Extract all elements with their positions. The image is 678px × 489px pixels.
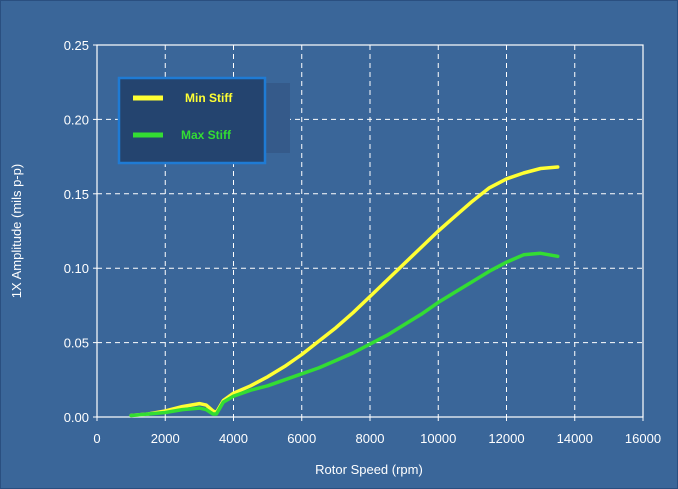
x-tick-label: 12000 [488,431,524,446]
x-tick-label: 6000 [287,431,316,446]
y-tick-label: 0.05 [64,336,89,351]
x-tick-label: 8000 [356,431,385,446]
x-tick-label: 2000 [151,431,180,446]
legend: Min Stiff Max Stiff [117,76,290,165]
x-tick-label: 0 [93,431,100,446]
tick-layer: 0 2000 4000 6000 8000 10000 12000 14000 16000 0.0… [64,38,661,446]
y-axis-title: 1X Amplitude (mils p-p) [9,164,24,298]
legend-label-min-stiff: Min Stiff [185,91,233,105]
y-tick-label: 0.20 [64,112,89,127]
y-tick-label: 0.10 [64,261,89,276]
y-tick-label: 0.15 [64,187,89,202]
series-layer [129,165,560,418]
y-tick-label: 0.00 [64,410,89,425]
x-tick-label: 16000 [625,431,661,446]
x-axis-title: Rotor Speed (rpm) [315,462,423,477]
series-line-min-stiff [129,165,560,418]
x-tick-label: 4000 [219,431,248,446]
x-tick-label: 10000 [420,431,456,446]
x-tick-label: 14000 [557,431,593,446]
series-line-max-stiff [129,251,560,418]
y-tick-label: 0.25 [64,38,89,53]
legend-label-max-stiff: Max Stiff [181,128,232,142]
